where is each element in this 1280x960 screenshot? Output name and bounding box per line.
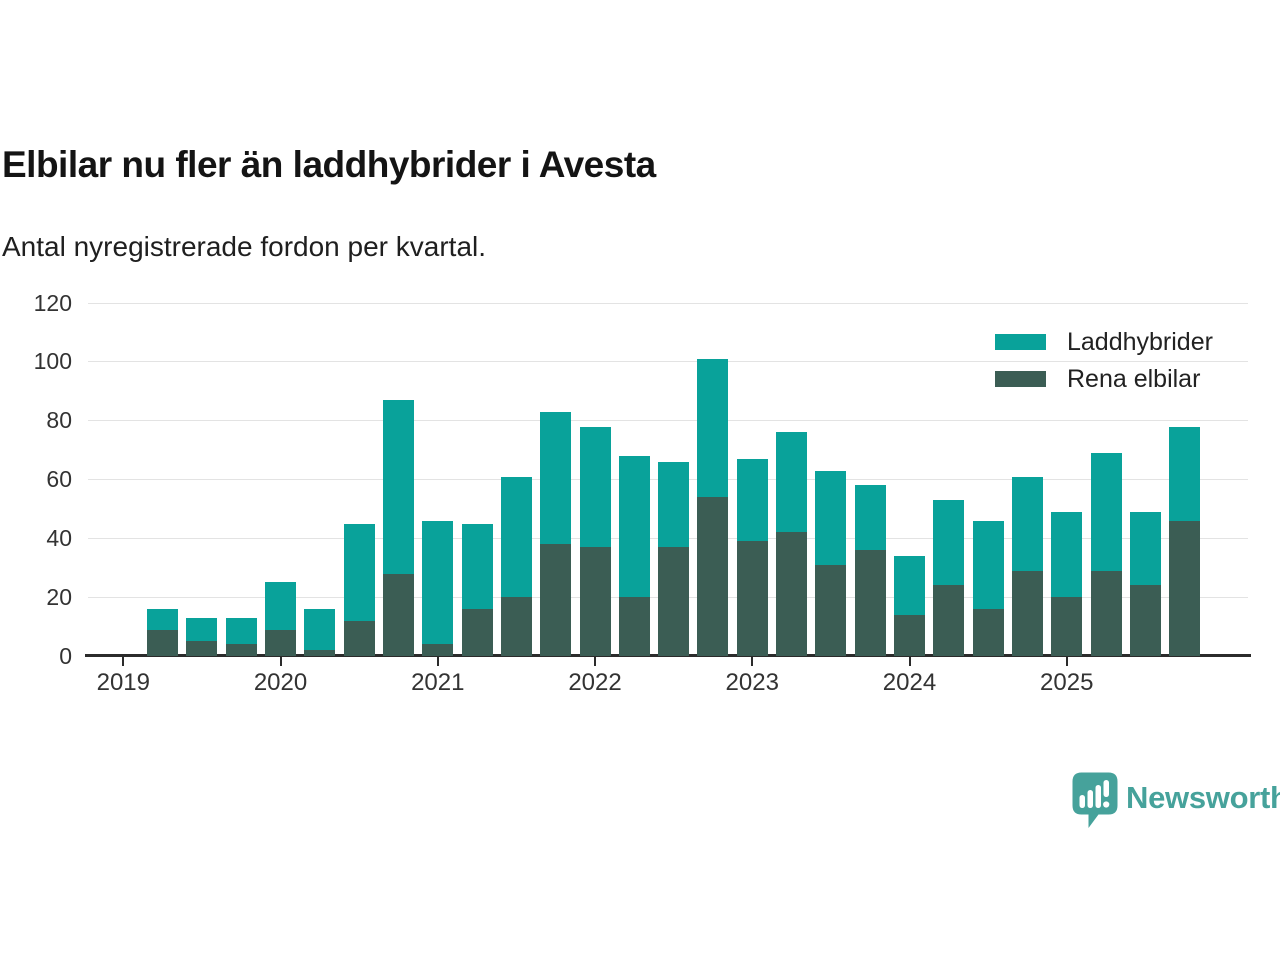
bar-segment-rena-elbilar-2020Q2 bbox=[304, 650, 336, 656]
bar-segment-laddhybrider-2020Q3 bbox=[343, 523, 375, 621]
gridline-y-120 bbox=[88, 302, 1248, 304]
bar-segment-rena-elbilar-2025Q4 bbox=[1169, 520, 1201, 656]
legend-label: Laddhybrider bbox=[1067, 327, 1213, 356]
legend-item-laddhybrider: Laddhybrider bbox=[995, 327, 1213, 357]
x-axis-tick bbox=[908, 657, 911, 666]
x-axis-tick-label: 2020 bbox=[253, 669, 308, 696]
bar-segment-laddhybrider-2021Q2 bbox=[461, 523, 493, 609]
y-axis-tick-label: 0 bbox=[59, 642, 72, 669]
x-axis-tick-label: 2022 bbox=[568, 669, 622, 696]
x-axis-tick bbox=[279, 657, 282, 666]
bar-segment-rena-elbilar-2019Q4 bbox=[225, 644, 257, 656]
bar-segment-laddhybrider-2019Q4 bbox=[225, 617, 257, 645]
bar-segment-laddhybrider-2019Q2 bbox=[147, 608, 179, 630]
bar-segment-rena-elbilar-2025Q2 bbox=[1090, 570, 1122, 656]
y-axis-tick-label: 120 bbox=[33, 289, 72, 316]
newsworthy-logo-icon bbox=[1072, 772, 1118, 828]
x-axis-tick bbox=[751, 657, 754, 666]
bar-segment-laddhybrider-2019Q3 bbox=[186, 617, 218, 642]
bar-segment-rena-elbilar-2022Q4 bbox=[697, 497, 729, 656]
bar-segment-rena-elbilar-2024Q1 bbox=[894, 614, 925, 656]
y-axis-tick-label: 80 bbox=[46, 407, 72, 434]
legend-swatch-laddhybrider bbox=[995, 334, 1046, 350]
bar-segment-rena-elbilar-2021Q3 bbox=[500, 597, 532, 656]
bar-segment-laddhybrider-2024Q4 bbox=[1011, 476, 1043, 571]
bar-segment-rena-elbilar-2024Q3 bbox=[972, 608, 1004, 656]
bar-segment-laddhybrider-2020Q4 bbox=[382, 400, 414, 574]
gridline-y-80 bbox=[88, 420, 1248, 422]
bar-segment-rena-elbilar-2019Q2 bbox=[147, 629, 179, 656]
bar-segment-rena-elbilar-2023Q2 bbox=[776, 532, 808, 656]
bar-segment-laddhybrider-2025Q3 bbox=[1129, 511, 1161, 586]
bar-segment-laddhybrider-2023Q1 bbox=[736, 458, 768, 542]
bar-segment-rena-elbilar-2019Q3 bbox=[186, 641, 218, 656]
bar-segment-rena-elbilar-2024Q4 bbox=[1011, 570, 1043, 656]
x-axis-tick bbox=[122, 657, 125, 666]
bar-segment-laddhybrider-2025Q2 bbox=[1090, 453, 1122, 571]
bar-segment-rena-elbilar-2022Q3 bbox=[658, 547, 690, 656]
bar-segment-rena-elbilar-2020Q1 bbox=[265, 629, 297, 656]
bar-segment-laddhybrider-2020Q1 bbox=[265, 582, 297, 630]
bar-segment-laddhybrider-2025Q4 bbox=[1169, 426, 1201, 521]
bar-segment-laddhybrider-2022Q2 bbox=[618, 455, 650, 598]
chart-title: Elbilar nu fler än laddhybrider i Avesta bbox=[2, 144, 656, 185]
legend-item-rena-elbilar: Rena elbilar bbox=[995, 364, 1213, 394]
bar-segment-laddhybrider-2025Q1 bbox=[1051, 511, 1083, 598]
bar-segment-rena-elbilar-2024Q2 bbox=[933, 585, 965, 656]
y-axis-tick-label: 20 bbox=[46, 583, 72, 610]
bar-segment-rena-elbilar-2023Q3 bbox=[815, 564, 847, 656]
bar-segment-laddhybrider-2024Q1 bbox=[894, 555, 925, 615]
x-axis-tick bbox=[1065, 657, 1068, 666]
x-axis-tick-label: 2021 bbox=[411, 669, 465, 696]
legend-label: Rena elbilar bbox=[1067, 364, 1201, 393]
bar-segment-rena-elbilar-2023Q1 bbox=[736, 541, 768, 656]
x-axis-tick-label: 2024 bbox=[882, 669, 937, 696]
bar-segment-rena-elbilar-2020Q4 bbox=[382, 573, 414, 656]
y-axis-tick-label: 100 bbox=[33, 348, 72, 375]
x-axis-tick bbox=[436, 657, 439, 666]
x-axis-tick-label: 2023 bbox=[725, 669, 779, 696]
bar-segment-rena-elbilar-2021Q2 bbox=[461, 608, 493, 656]
legend: Laddhybrider Rena elbilar bbox=[995, 327, 1213, 401]
x-axis-tick-label: 2025 bbox=[1040, 669, 1094, 696]
speech-bubble-shape bbox=[1072, 772, 1118, 828]
gridline-y-100 bbox=[88, 361, 1248, 363]
bar-segment-laddhybrider-2024Q3 bbox=[972, 520, 1004, 609]
bar-segment-laddhybrider-2021Q4 bbox=[540, 411, 572, 545]
x-axis-tick-label: 2019 bbox=[96, 669, 150, 696]
bar-segment-rena-elbilar-2020Q3 bbox=[343, 620, 375, 656]
bar-segment-laddhybrider-2022Q3 bbox=[658, 461, 690, 548]
bar-segment-rena-elbilar-2021Q4 bbox=[540, 544, 572, 656]
x-axis-tick bbox=[594, 657, 597, 666]
chart-subtitle: Antal nyregistrerade fordon per kvartal. bbox=[2, 231, 487, 262]
plot-area: Laddhybrider Rena elbilar 0 20 40 60 80 100 12… bbox=[34, 291, 1251, 696]
y-axis-tick-label: 40 bbox=[46, 524, 72, 551]
bar-segment-laddhybrider-2023Q3 bbox=[815, 470, 847, 565]
bar-segment-rena-elbilar-2022Q1 bbox=[579, 547, 611, 656]
bar-segment-laddhybrider-2023Q4 bbox=[854, 485, 886, 551]
bar-segment-rena-elbilar-2025Q1 bbox=[1051, 597, 1083, 656]
bar-segment-rena-elbilar-2022Q2 bbox=[618, 597, 650, 656]
bar-segment-laddhybrider-2024Q2 bbox=[933, 500, 965, 586]
y-axis-tick-label: 60 bbox=[46, 466, 72, 492]
legend-swatch-rena-elbilar bbox=[995, 371, 1046, 387]
bar-segment-rena-elbilar-2021Q1 bbox=[422, 644, 454, 656]
bar-segment-laddhybrider-2022Q4 bbox=[697, 358, 729, 498]
bar-segment-laddhybrider-2023Q2 bbox=[776, 432, 808, 533]
bar-segment-laddhybrider-2021Q3 bbox=[500, 476, 532, 598]
bar-segment-laddhybrider-2020Q2 bbox=[304, 608, 336, 651]
newsworthy-logo: Newsworthy bbox=[1072, 772, 1280, 829]
bar-segment-laddhybrider-2021Q1 bbox=[422, 520, 454, 645]
bar-segment-rena-elbilar-2025Q3 bbox=[1129, 585, 1161, 656]
newsworthy-logo-text: Newsworthy bbox=[1126, 780, 1280, 815]
bar-segment-rena-elbilar-2023Q4 bbox=[854, 550, 886, 656]
bar-segment-laddhybrider-2022Q1 bbox=[579, 426, 611, 548]
